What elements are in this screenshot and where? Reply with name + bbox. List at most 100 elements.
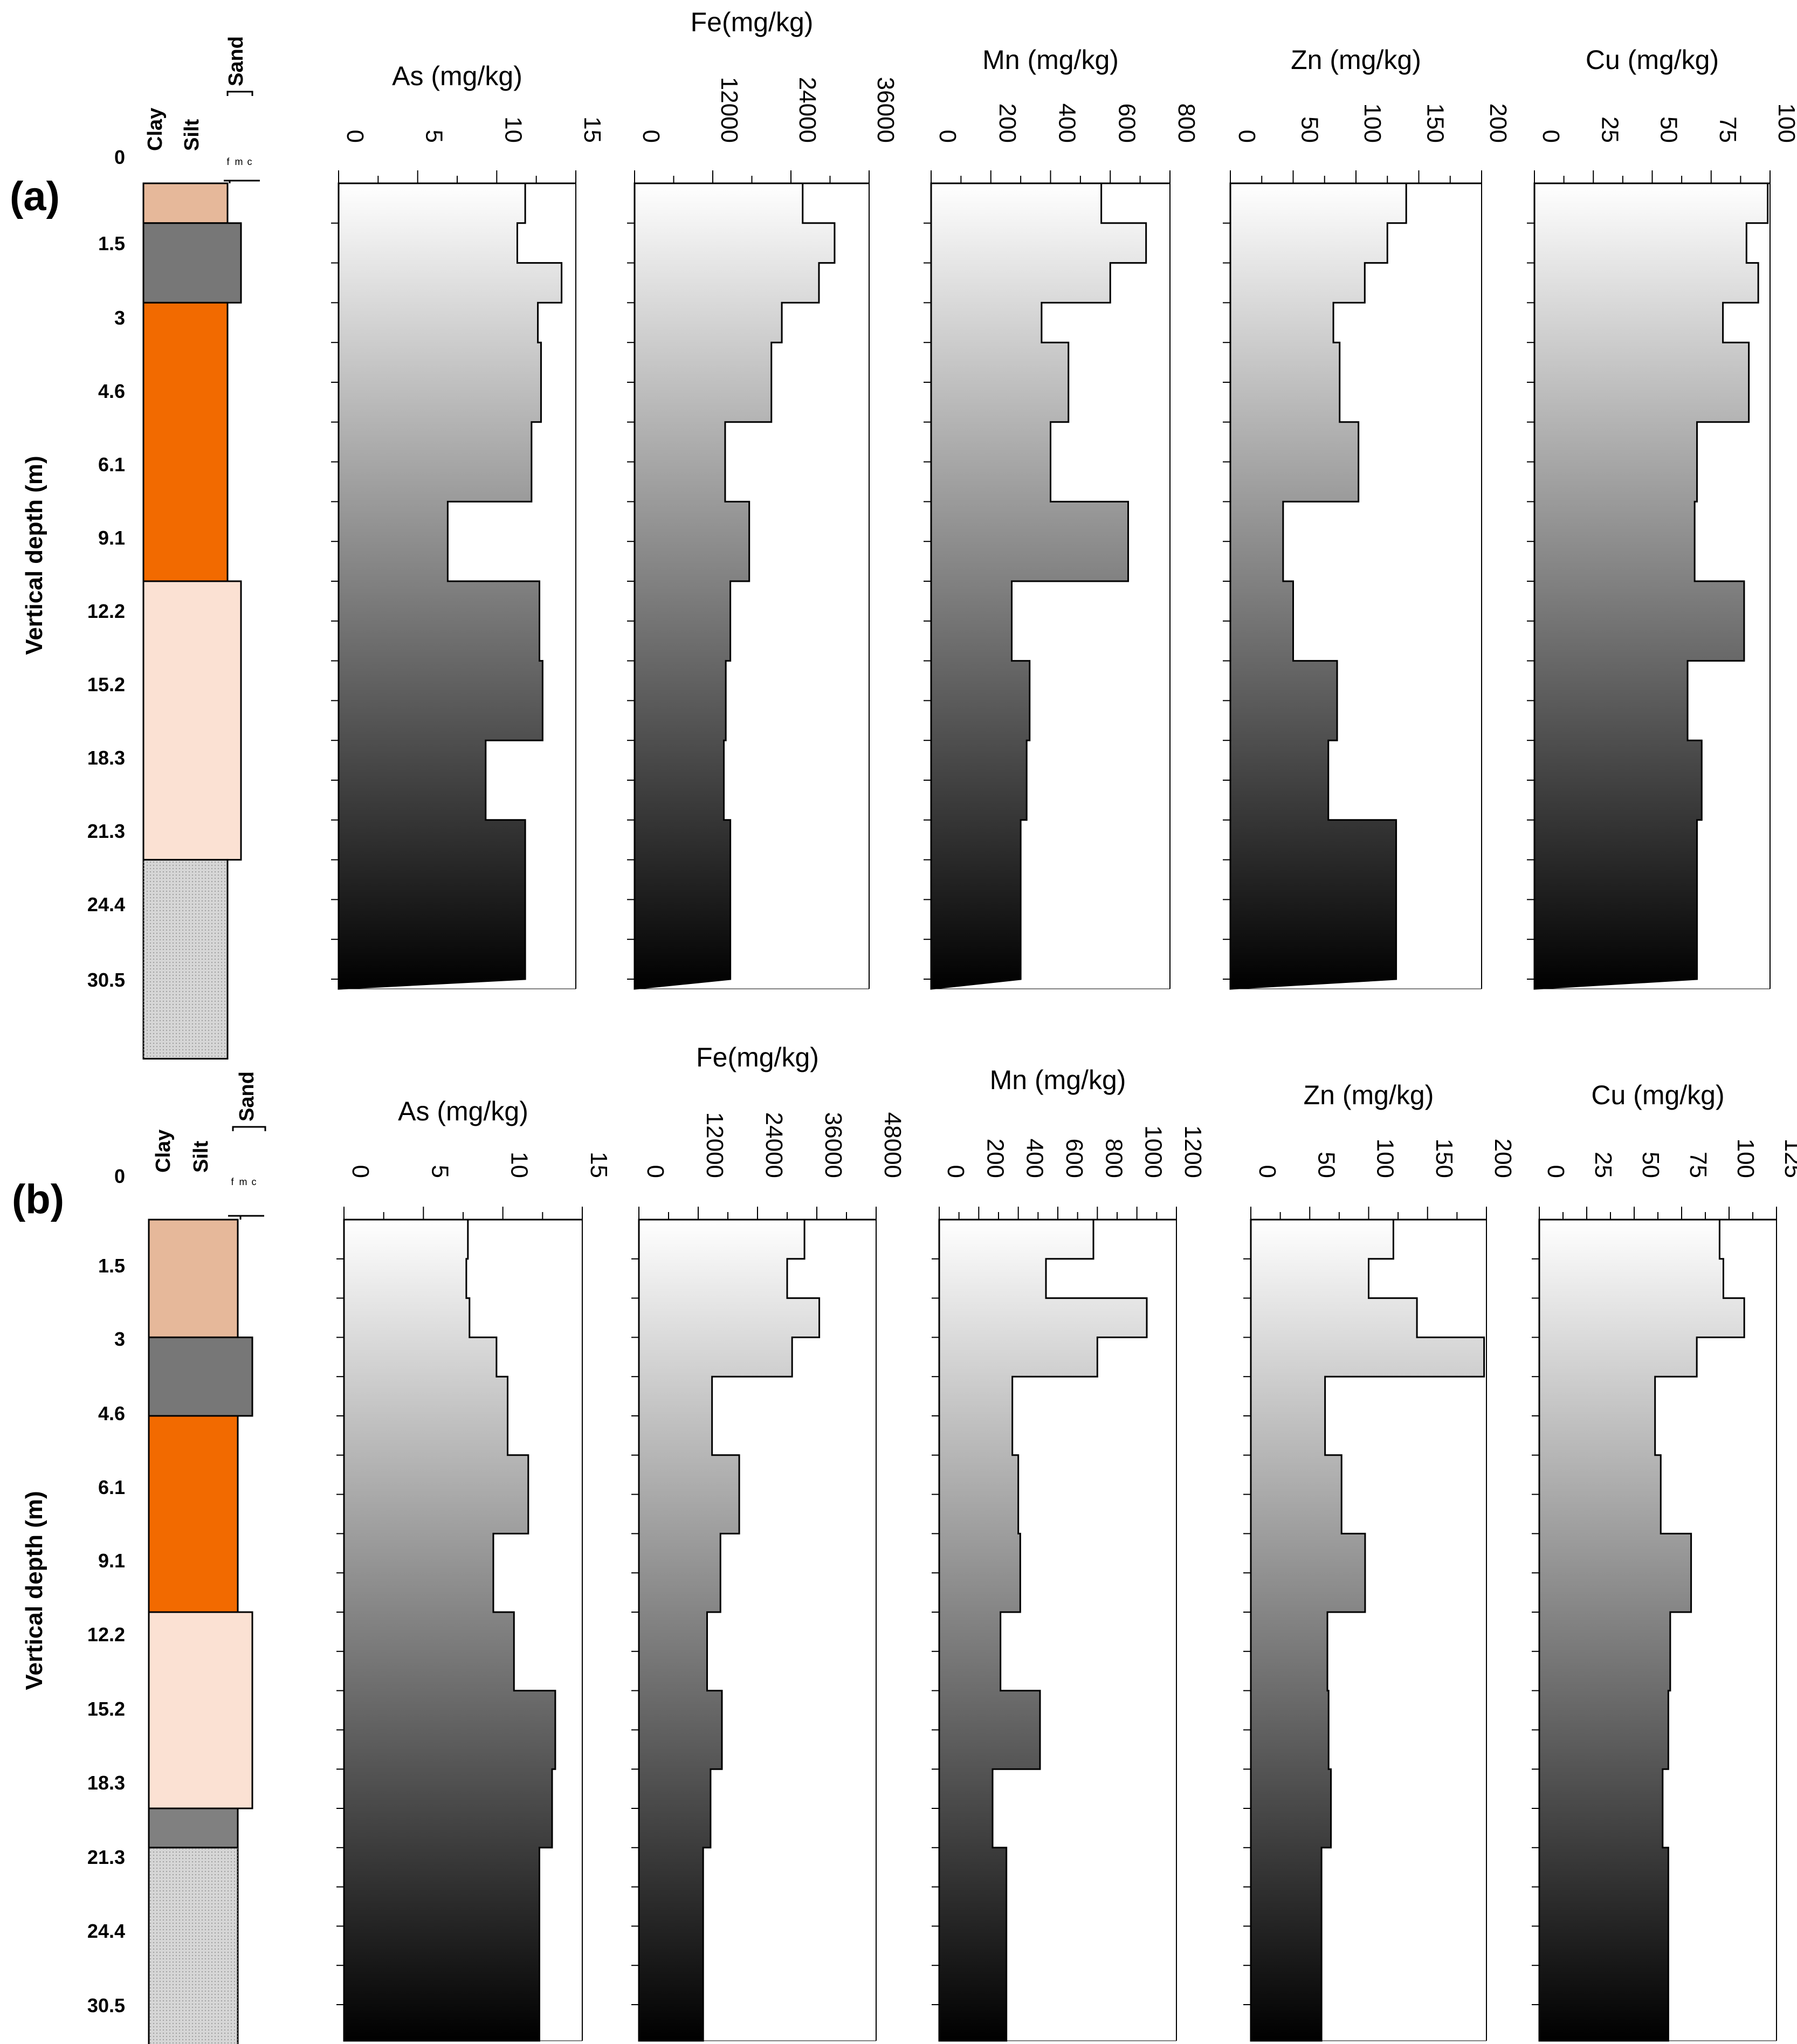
tick-label: 50 [1656, 116, 1682, 143]
depth-label: 21.3 [87, 1846, 125, 1868]
lithology-unit [148, 1611, 253, 1809]
lithology-unit [148, 1219, 239, 1338]
sand-bracket [232, 1126, 266, 1131]
concentration-profile [1533, 182, 1769, 990]
tick-label: 24000 [761, 1112, 787, 1178]
tick-label: 5 [421, 130, 447, 143]
lith-label-sand: Sand [225, 36, 247, 86]
tick-label: 100 [1732, 1139, 1759, 1178]
sand-bracket [226, 91, 253, 96]
concentration-profile [930, 182, 1147, 990]
track-title: Cu (mg/kg) [1591, 1080, 1724, 1110]
lithology-unit [148, 1336, 253, 1417]
sand-grade-m: m [235, 156, 243, 167]
panel-label-a: (a) [10, 174, 60, 219]
tick-label: 50 [1637, 1152, 1664, 1178]
tick-label: 400 [1054, 104, 1080, 143]
tick-label: 36000 [872, 77, 899, 143]
depth-label: 21.3 [87, 820, 125, 842]
depth-label: 12.2 [87, 1623, 125, 1646]
tick-label: 10 [506, 1152, 533, 1178]
sand-grade-c: c [247, 156, 252, 167]
tick-label: 10 [500, 116, 526, 143]
track-femgkg: 0 12000 24000 36000 Fe(mg/kg) [627, 7, 899, 990]
concentration-profile [938, 1219, 1148, 2042]
track-mn: 0 200 400 600 800 Mn (mg/kg) [924, 45, 1200, 990]
sand-grade-f: f [231, 1176, 234, 1187]
tick-label: 150 [1431, 1139, 1457, 1178]
track-title: Cu (mg/kg) [1586, 45, 1719, 75]
tick-label: 200 [982, 1139, 1008, 1178]
track-title: Zn (mg/kg) [1304, 1080, 1434, 1110]
depth-label: 12.2 [87, 600, 125, 622]
depth-label: 4.6 [98, 380, 125, 402]
tick-label: 200 [1485, 104, 1511, 143]
depth-label: 3 [114, 1328, 125, 1350]
lithology-unit [142, 182, 229, 224]
concentration-profile [1229, 182, 1407, 990]
depth-label: 15.2 [87, 673, 125, 696]
track-title: Fe(mg/kg) [696, 1042, 819, 1072]
depth-label: 1.5 [98, 1255, 125, 1277]
tick-label: 150 [1422, 104, 1449, 143]
depth-label: 18.3 [87, 1772, 125, 1794]
lithology-unit [142, 301, 229, 582]
tick-label: 100 [1359, 104, 1386, 143]
tick-label: 0 [347, 1165, 374, 1178]
depth-label: 30.5 [87, 1994, 125, 2017]
tick-label: 12000 [716, 77, 742, 143]
tick-label: 100 [1372, 1139, 1399, 1178]
depth-label: 0 [114, 146, 125, 168]
tick-label: 600 [1113, 104, 1140, 143]
lithology-texture [143, 859, 228, 1059]
tick-label: 0 [1538, 130, 1564, 143]
lithology-unit [148, 1807, 239, 1849]
track-title: As (mg/kg) [392, 61, 522, 91]
concentration-profile [343, 1219, 556, 2042]
tick-label: 75 [1685, 1152, 1711, 1178]
tick-label: 75 [1715, 116, 1741, 143]
depth-label: 24.4 [87, 1920, 125, 1942]
y-axis-label-b: Vertical depth (m) [21, 1491, 47, 1690]
tick-label: 400 [1022, 1139, 1048, 1178]
tick-label: 0 [342, 130, 368, 143]
track-title: Zn (mg/kg) [1291, 45, 1421, 75]
concentration-profile [338, 182, 563, 990]
track-title: Mn (mg/kg) [982, 45, 1119, 75]
tick-label: 12000 [701, 1112, 728, 1178]
tick-label: 36000 [820, 1112, 846, 1178]
track-as: 0 5 10 15 As (mg/kg) [331, 61, 605, 990]
tick-label: 48000 [879, 1112, 906, 1178]
tick-label: 50 [1313, 1152, 1339, 1178]
tick-label: 800 [1173, 104, 1200, 143]
tick-label: 200 [994, 104, 1021, 143]
tick-label: 0 [942, 1165, 969, 1178]
track-cu: 0 25 50 75 100 Cu (mg/kg) [1527, 45, 1797, 990]
tick-label: 15 [586, 1152, 612, 1178]
concentration-profile [1250, 1219, 1485, 2042]
tick-label: 24000 [794, 77, 821, 143]
lith-label-silt: Silt [190, 1141, 212, 1173]
lith-label-clay: Clay [144, 108, 167, 151]
track-zn: 0 50 100 150 200 Zn (mg/kg) [1243, 1080, 1516, 2042]
panel-a: 0 1.5 3 4.6 6.1 9.1 12.2 15.2 18.3 21.3 24.4 30.5 Cl… [87, 7, 1797, 1060]
depth-label: 24.4 [87, 893, 125, 916]
lith-label-clay: Clay [152, 1130, 175, 1173]
tick-label: 1000 [1140, 1125, 1167, 1178]
track-as: 0 5 10 15 As (mg/kg) [336, 1096, 612, 2042]
tick-label: 100 [1773, 104, 1797, 143]
track-femgkg: 0 12000 24000 36000 48000 Fe(mg/kg) [631, 1042, 906, 2042]
sand-grade-f: f [226, 156, 230, 167]
concentration-profile [634, 182, 836, 990]
tick-label: 0 [642, 1165, 669, 1178]
depth-label: 9.1 [98, 1550, 125, 1572]
sand-grade-c: c [252, 1176, 257, 1187]
tick-label: 800 [1100, 1139, 1127, 1178]
lithology-unit [142, 580, 242, 861]
tick-label: 0 [1254, 1165, 1280, 1178]
panel-b: 0 1.5 3 4.6 6.1 9.1 12.2 15.2 18.3 21.3 24.4 30.5 Cl… [87, 1042, 1797, 2044]
tick-label: 0 [1543, 1165, 1569, 1178]
depth-label: 30.5 [87, 969, 125, 991]
tick-label: 200 [1490, 1139, 1516, 1178]
